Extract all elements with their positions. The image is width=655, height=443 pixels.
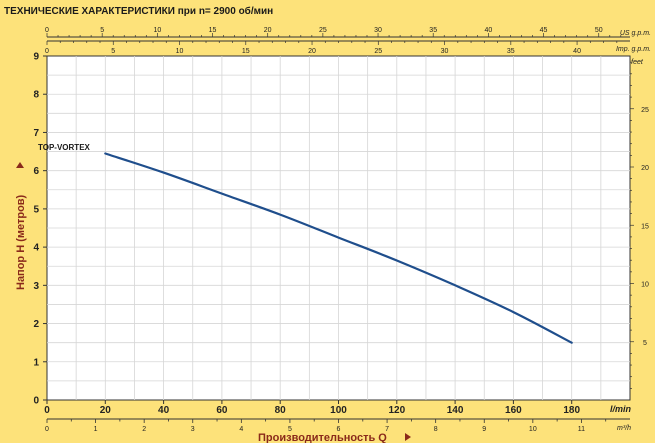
x-tick-label: 80 bbox=[275, 405, 287, 416]
us-gpm-tick-label: 25 bbox=[319, 27, 327, 34]
m3h-tick-label: 5 bbox=[288, 426, 292, 433]
m3h-tick-label: 1 bbox=[94, 426, 98, 433]
x-tick-label: 180 bbox=[563, 405, 580, 416]
y-tick-label: 6 bbox=[33, 166, 39, 177]
m3h-tick-label: 0 bbox=[45, 426, 49, 433]
m3h-tick-label: 6 bbox=[337, 426, 341, 433]
y-tick-label: 5 bbox=[33, 204, 39, 215]
x-tick-label: 120 bbox=[388, 405, 405, 416]
lmin-unit-label: l/min bbox=[610, 404, 632, 414]
chart-title: ТЕХНИЧЕСКИЕ ХАРАКТЕРИСТИКИ при n= 2900 о… bbox=[4, 5, 273, 17]
x-tick-label: 0 bbox=[44, 405, 50, 416]
feet-tick-label: 20 bbox=[641, 165, 649, 172]
x-axis-label: Производительность Q bbox=[258, 432, 387, 443]
us-gpm-tick-label: 5 bbox=[100, 27, 104, 34]
m3h-tick-label: 4 bbox=[239, 426, 243, 433]
y-axis-label: Напор Н (метров) bbox=[15, 194, 27, 290]
us-gpm-tick-label: 45 bbox=[540, 27, 548, 34]
us-gpm-tick-label: 50 bbox=[595, 27, 603, 34]
us-gpm-tick-label: 15 bbox=[209, 27, 217, 34]
x-tick-label: 40 bbox=[158, 405, 170, 416]
x-tick-label: 20 bbox=[100, 405, 112, 416]
imp-gpm-tick-label: 0 bbox=[45, 48, 49, 55]
y-tick-label: 1 bbox=[33, 357, 39, 368]
m3h-tick-label: 2 bbox=[142, 426, 146, 433]
series-line-top-vortex bbox=[104, 152, 573, 344]
imp-gpm-unit-label: Imp. g.p.m. bbox=[616, 46, 651, 53]
x-tick-label: 160 bbox=[505, 405, 522, 416]
y-tick-label: 7 bbox=[33, 128, 39, 139]
us-gpm-tick-label: 35 bbox=[429, 27, 437, 34]
x-arrow-icon bbox=[405, 433, 411, 441]
us-gpm-tick-label: 10 bbox=[153, 27, 161, 34]
feet-tick-label: 5 bbox=[643, 340, 647, 347]
imp-gpm-tick-label: 40 bbox=[573, 48, 581, 55]
y-tick-label: 3 bbox=[33, 281, 39, 292]
y-arrow-icon bbox=[16, 162, 24, 168]
y-tick-label: 9 bbox=[33, 52, 39, 63]
imp-gpm-tick-label: 5 bbox=[111, 48, 115, 55]
imp-gpm-tick-label: 35 bbox=[507, 48, 515, 55]
us-gpm-unit-label: US g.p.m. bbox=[620, 30, 651, 37]
m3h-tick-label: 9 bbox=[482, 426, 486, 433]
m3h-tick-label: 10 bbox=[529, 426, 537, 433]
series-label-top-vortex: TOP-VORTEX bbox=[38, 143, 91, 152]
x-tick-label: 140 bbox=[447, 405, 464, 416]
us-gpm-tick-label: 0 bbox=[45, 27, 49, 34]
feet-tick-label: 10 bbox=[641, 282, 649, 289]
m3h-tick-label: 11 bbox=[578, 426, 585, 433]
feet-tick-label: 15 bbox=[641, 223, 649, 230]
imp-gpm-tick-label: 30 bbox=[441, 48, 449, 55]
m3h-tick-label: 7 bbox=[385, 426, 389, 433]
x-tick-label: 60 bbox=[216, 405, 228, 416]
us-gpm-tick-label: 20 bbox=[264, 27, 272, 34]
m3h-unit-label: m³/h bbox=[617, 425, 631, 432]
y-tick-label: 8 bbox=[33, 90, 39, 101]
us-gpm-tick-label: 30 bbox=[374, 27, 382, 34]
y-tick-label: 0 bbox=[33, 396, 39, 407]
feet-tick-label: 25 bbox=[641, 107, 649, 114]
feet-unit-label: feet bbox=[631, 59, 644, 66]
imp-gpm-tick-label: 20 bbox=[308, 48, 316, 55]
us-gpm-tick-label: 40 bbox=[484, 27, 492, 34]
m3h-tick-label: 3 bbox=[191, 426, 195, 433]
imp-gpm-tick-label: 25 bbox=[374, 48, 382, 55]
imp-gpm-tick-label: 15 bbox=[242, 48, 250, 55]
y-tick-label: 2 bbox=[33, 319, 39, 330]
y-axis-label-group: Напор Н (метров) bbox=[15, 194, 27, 290]
series-marks bbox=[104, 152, 573, 344]
m3h-tick-label: 8 bbox=[434, 426, 438, 433]
imp-gpm-tick-label: 10 bbox=[176, 48, 184, 55]
y-tick-label: 4 bbox=[33, 243, 39, 254]
grid bbox=[47, 56, 630, 400]
x-tick-label: 100 bbox=[330, 405, 347, 416]
